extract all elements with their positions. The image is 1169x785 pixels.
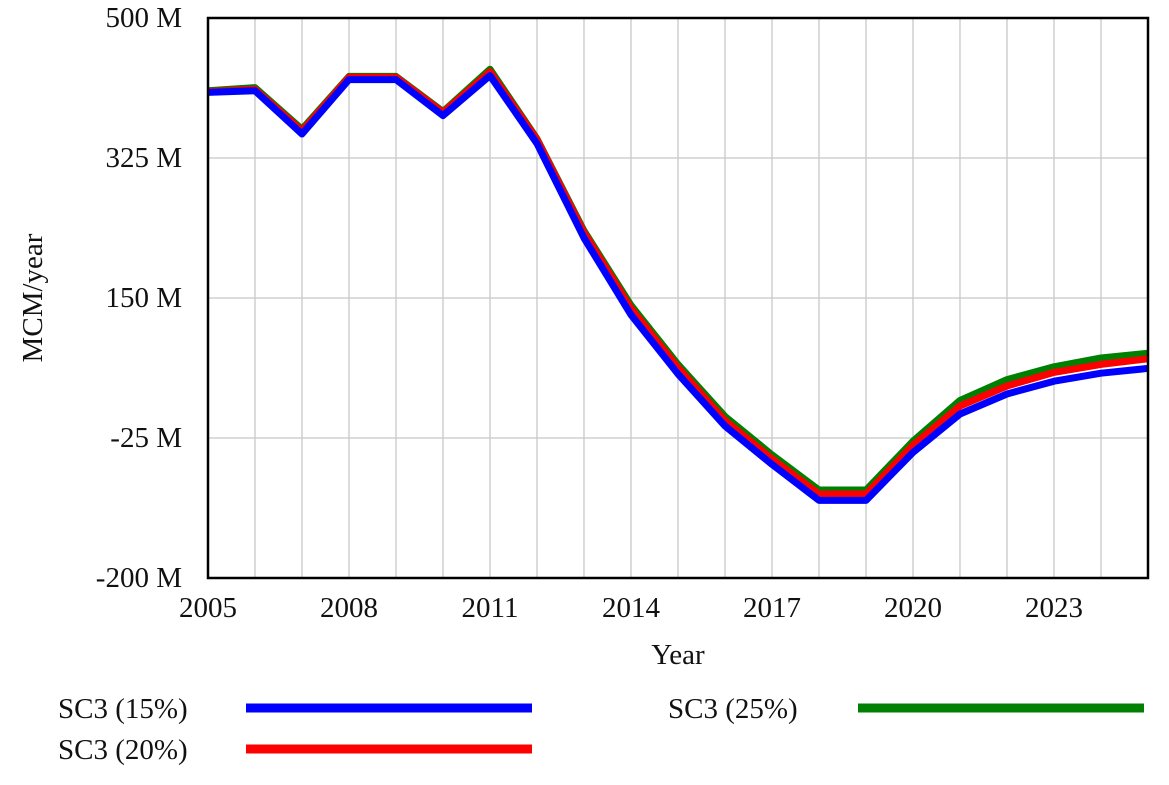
x-tick-label: 2008 [320, 592, 378, 624]
y-axis-ticks: -200 M -25 M 150 M 325 M 500 M [96, 2, 182, 594]
y-tick-label: 500 M [105, 2, 182, 34]
legend-label: SC3 (15%) [58, 693, 188, 725]
legend-label: SC3 (25%) [668, 693, 798, 725]
x-tick-label: 2020 [884, 592, 942, 624]
legend-label: SC3 (20%) [58, 734, 188, 766]
plot-area-frame [206, 16, 1150, 580]
y-tick-label: -25 M [110, 422, 182, 454]
y-axis-title: MCM/year [17, 233, 49, 362]
series-lines [207, 65, 1149, 504]
x-tick-label: 2014 [602, 592, 661, 624]
x-tick-label: 2017 [743, 592, 801, 624]
x-tick-label: 2023 [1025, 592, 1083, 624]
y-tick-label: -200 M [96, 562, 182, 594]
series-line-1 [207, 72, 1149, 504]
y-tick-label: 325 M [105, 142, 182, 174]
x-axis-ticks: 2005 2008 2011 2014 2017 2020 2023 [179, 592, 1083, 624]
legend-entry: SC3 (15%) [58, 693, 532, 725]
x-tick-label: 2011 [462, 592, 519, 624]
legend: SC3 (15%) SC3 (20%) SC3 (25%) [58, 693, 1144, 766]
x-tick-label: 2005 [179, 592, 237, 624]
y-tick-label: 150 M [105, 282, 182, 314]
legend-entry: SC3 (25%) [668, 693, 1144, 725]
x-axis-title: Year [651, 639, 705, 671]
legend-entry: SC3 (20%) [58, 734, 532, 766]
grid-lines [208, 18, 1148, 578]
